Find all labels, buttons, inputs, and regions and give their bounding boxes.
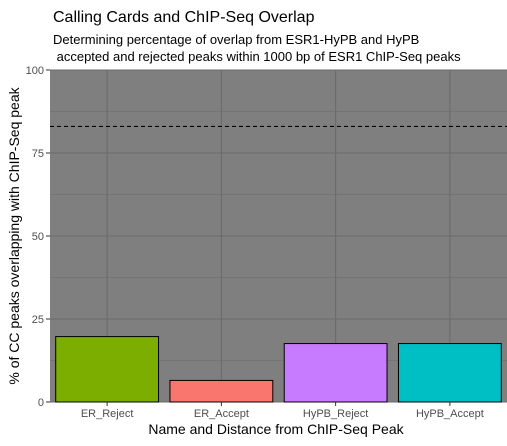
bar-hypb-reject xyxy=(283,343,388,403)
bar-er-reject xyxy=(55,336,160,403)
y-axis: 0 25 50 75 100 xyxy=(26,65,50,409)
chart-title: Calling Cards and ChIP-Seq Overlap xyxy=(53,9,315,26)
y-tick-label: 25 xyxy=(32,314,44,326)
chart-subtitle-line-2: accepted and rejected peaks within 1000 … xyxy=(53,49,461,64)
chart-subtitle-line-1: Determining percentage of overlap from E… xyxy=(53,32,419,47)
bar-hypb-accept xyxy=(397,343,502,403)
y-tick-label: 100 xyxy=(26,65,44,77)
x-tick-label: ER_Accept xyxy=(194,408,249,420)
x-tick-label: HyPB_Reject xyxy=(303,408,368,420)
x-tick-label: ER_Reject xyxy=(81,408,134,420)
bars xyxy=(55,336,502,403)
x-tick-label: HyPB_Accept xyxy=(416,408,484,420)
x-axis-title: Name and Distance from ChIP-Seq Peak xyxy=(148,421,404,437)
bar-er-accept xyxy=(169,379,274,403)
x-axis: ER_Reject ER_Accept HyPB_Reject HyPB_Accept xyxy=(81,402,484,420)
y-axis-title: % of CC peaks overlapping with ChIP-Seq … xyxy=(6,86,22,384)
y-tick-label: 50 xyxy=(32,231,44,243)
y-tick-label: 75 xyxy=(32,148,44,160)
y-tick-label: 0 xyxy=(38,397,44,409)
